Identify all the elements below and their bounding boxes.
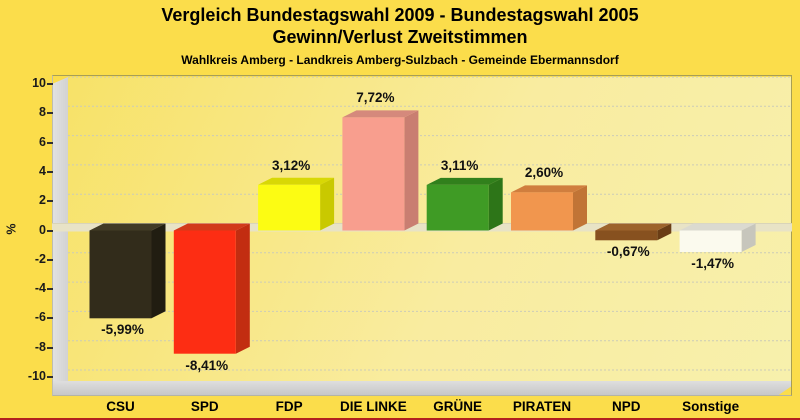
x-category-label: Sonstige — [682, 399, 740, 414]
bar-die-linke — [342, 110, 419, 231]
zero-plane — [52, 223, 792, 232]
y-tick-mark — [47, 200, 53, 203]
bar-spd — [173, 223, 250, 354]
x-category-label: CSU — [106, 399, 135, 414]
bar-side-face — [320, 177, 335, 231]
x-category-label: DIE LINKE — [340, 399, 407, 414]
bar-side-face — [657, 223, 672, 241]
bar-side-face — [235, 223, 250, 354]
bar-top-face — [679, 223, 756, 231]
y-tick-label: 2 — [39, 193, 46, 208]
bar-top-face — [342, 110, 419, 118]
y-tick-mark — [47, 229, 53, 232]
bar-front-face — [426, 184, 489, 231]
bar-value-label: -0,67% — [606, 244, 650, 259]
y-tick-mark — [47, 376, 53, 378]
bar-fdp — [258, 177, 335, 231]
x-category-label: NPD — [612, 399, 641, 414]
y-tick-label: 8 — [39, 105, 46, 120]
bar-value-label: -1,47% — [691, 256, 734, 271]
bar-value-label: -8,41% — [185, 358, 229, 373]
y-tick-label: 0 — [39, 222, 46, 237]
bar-front-face — [173, 230, 236, 354]
bar-value-label: 2,60% — [524, 165, 564, 180]
bar-sonstige — [679, 223, 756, 252]
bar-front-face — [258, 184, 321, 231]
plot-left-wall — [52, 77, 68, 395]
bar-piraten — [511, 185, 587, 231]
y-tick-mark — [47, 112, 53, 115]
bar-value-label: 3,12% — [271, 158, 311, 173]
bar-front-face — [89, 230, 152, 319]
y-tick-mark — [47, 141, 53, 144]
bar-front-face — [679, 230, 742, 252]
bar-top-face — [173, 223, 250, 231]
y-tick-label: -6 — [34, 310, 46, 325]
bar-front-face — [595, 230, 658, 241]
bar-side-face — [488, 177, 503, 231]
y-tick-mark — [47, 346, 53, 349]
bar-top-face — [511, 185, 587, 193]
x-category-label: PIRATEN — [512, 399, 572, 414]
bar-grüne — [426, 177, 503, 231]
bar-csu — [89, 223, 166, 319]
plot-floor — [52, 381, 792, 395]
bar-front-face — [511, 192, 573, 231]
bar-side-face — [741, 223, 756, 252]
y-tick-label: -2 — [34, 251, 46, 266]
y-tick-label: 10 — [32, 76, 46, 90]
y-tick-mark — [47, 258, 53, 261]
y-tick-mark — [47, 170, 53, 173]
bar-side-face — [151, 223, 166, 319]
y-tick-mark — [47, 288, 53, 291]
bottom-edge-line — [0, 418, 800, 420]
y-tick-label: -8 — [34, 339, 46, 354]
bar-value-label: 3,11% — [440, 158, 479, 173]
bar-side-face — [573, 185, 587, 231]
chart-subtitle: Wahlkreis Amberg - Landkreis Amberg-Sulz… — [181, 53, 619, 67]
bar-top-face — [426, 177, 503, 185]
bar-top-face — [89, 223, 166, 231]
bar-top-face — [595, 223, 672, 231]
x-category-label: FDP — [275, 399, 303, 414]
y-tick-mark — [47, 83, 53, 85]
chart-title-line2: Gewinn/Verlust Zweitstimmen — [272, 27, 528, 47]
y-tick-label: -4 — [34, 281, 46, 296]
chart-title-line1: Vergleich Bundestagswahl 2009 - Bundesta… — [161, 5, 639, 25]
y-tick-mark — [47, 317, 53, 320]
x-category-label: GRÜNE — [433, 399, 483, 414]
x-category-label: SPD — [190, 399, 219, 414]
plot-frame — [52, 75, 792, 396]
bar-front-face — [342, 117, 405, 231]
bar-npd — [595, 223, 672, 241]
bar-top-face — [258, 177, 335, 185]
y-tick-label: -10 — [27, 369, 46, 383]
bar-value-label: -5,99% — [101, 322, 144, 337]
bar-value-label: 7,72% — [356, 90, 395, 105]
y-tick-label: 6 — [39, 134, 46, 149]
bar-side-face — [404, 110, 419, 231]
y-tick-label: 4 — [39, 163, 46, 178]
